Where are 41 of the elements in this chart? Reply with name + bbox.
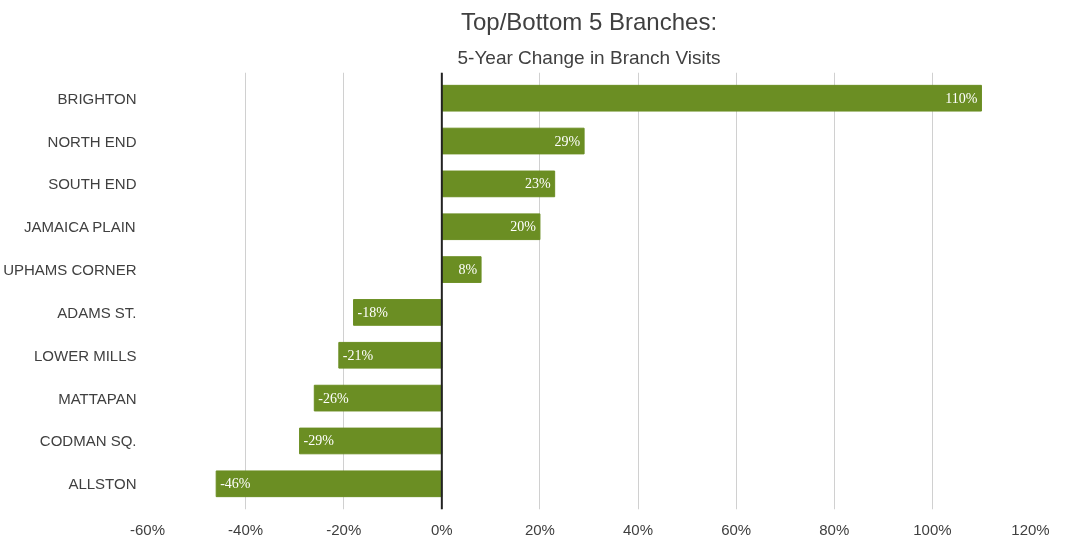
x-tick-label: 100% — [913, 520, 952, 538]
data-label: 23% — [525, 176, 551, 192]
x-tick-label: 40% — [623, 520, 654, 538]
data-label: -46% — [220, 476, 251, 492]
x-tick-label: -60% — [129, 520, 166, 538]
x-tick-label: 60% — [721, 520, 752, 538]
y-tick-label: BRIGHTON — [57, 89, 137, 107]
data-label: -18% — [357, 304, 389, 320]
y-tick-label: SOUTH END — [48, 175, 137, 193]
bar — [441, 170, 556, 198]
data-label: 29% — [554, 133, 581, 149]
y-tick-label: CODMAN SQ. — [39, 432, 137, 450]
bar — [441, 127, 585, 155]
data-label: 20% — [510, 219, 537, 235]
x-tick-label: 20% — [524, 520, 555, 538]
data-label: 8% — [458, 262, 478, 278]
data-label: -26% — [318, 390, 349, 406]
data-label: -21% — [342, 347, 374, 363]
bar — [215, 470, 443, 498]
bar — [441, 213, 541, 241]
y-tick-label: JAMAICA PLAIN — [23, 218, 136, 236]
y-tick-label: ADAMS ST. — [57, 303, 137, 321]
x-tick-label: 80% — [819, 520, 850, 538]
bar — [299, 427, 443, 455]
chart-title: Top/Bottom 5 Branches: — [460, 7, 718, 35]
bar — [313, 384, 443, 412]
y-tick-label: MATTAPAN — [58, 389, 137, 407]
data-label: -29% — [303, 433, 335, 449]
x-tick-label: -40% — [228, 520, 264, 538]
data-label: 110% — [945, 90, 978, 106]
bar — [353, 299, 443, 326]
x-tick-label: -20% — [326, 520, 362, 538]
chart-subtitle: 5-Year Change in Branch Visits — [457, 46, 721, 68]
y-tick-label: ALLSTON — [68, 475, 137, 493]
x-tick-label: 120% — [1011, 520, 1050, 538]
bar — [338, 341, 443, 369]
y-tick-label: LOWER MILLS — [33, 346, 137, 364]
x-tick-label: 0% — [430, 520, 453, 538]
y-tick-label: NORTH END — [47, 132, 137, 150]
y-tick-label: UPHAMS CORNER — [3, 261, 137, 279]
bar — [441, 84, 982, 112]
